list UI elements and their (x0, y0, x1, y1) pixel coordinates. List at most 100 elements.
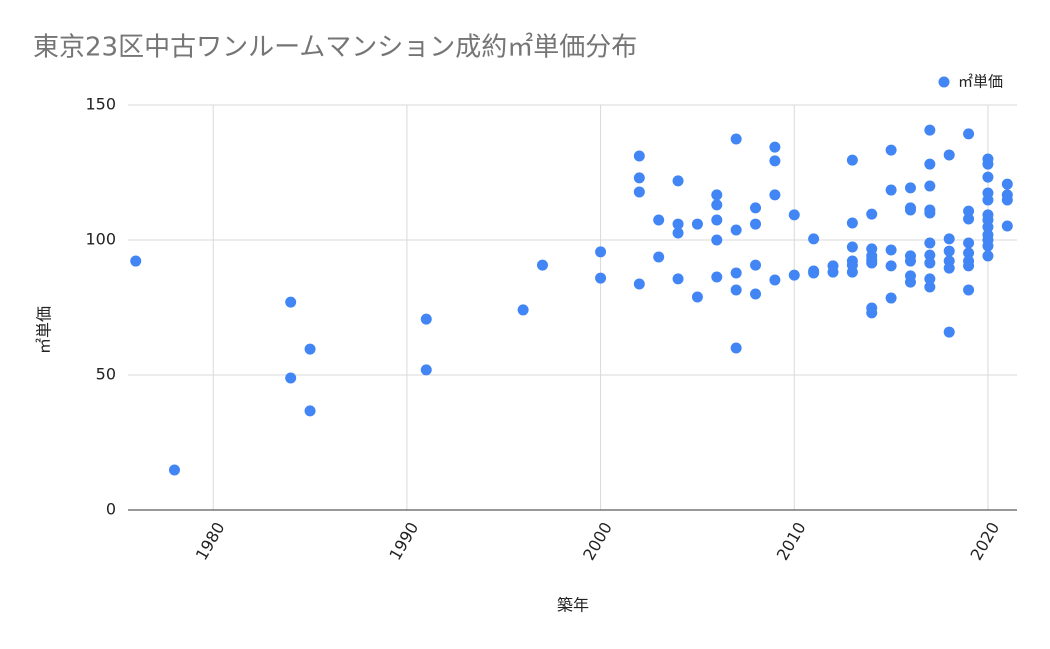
point (963, 213, 975, 225)
point (788, 269, 800, 281)
point (963, 128, 975, 140)
point (885, 244, 897, 256)
point (904, 276, 916, 288)
point (963, 260, 975, 272)
point (846, 266, 858, 278)
point (808, 267, 820, 279)
point (982, 158, 994, 170)
point (285, 296, 297, 308)
point (633, 172, 645, 184)
x-tick-label: 2010 (773, 519, 810, 564)
point (982, 171, 994, 183)
point (595, 272, 607, 284)
point (750, 218, 762, 230)
y-tick-label: 150 (85, 95, 116, 114)
point (866, 257, 878, 269)
legend-marker (938, 76, 950, 88)
point (866, 307, 878, 319)
point (517, 304, 529, 316)
point (1001, 220, 1013, 232)
point (885, 260, 897, 272)
point (420, 313, 432, 325)
point (827, 266, 839, 278)
y-axis-title: ㎡単価 (35, 306, 54, 354)
point (769, 274, 781, 286)
point (924, 237, 936, 249)
point (788, 209, 800, 221)
point (711, 214, 723, 226)
point (285, 372, 297, 384)
point (1001, 178, 1013, 190)
point (730, 133, 742, 145)
point (885, 144, 897, 156)
point (924, 207, 936, 219)
point (691, 291, 703, 303)
y-tick-label: 50 (96, 365, 116, 384)
point (924, 281, 936, 293)
point (1001, 194, 1013, 206)
point (653, 251, 665, 263)
point (730, 342, 742, 354)
point (866, 208, 878, 220)
point (885, 184, 897, 196)
point (730, 267, 742, 279)
point (633, 278, 645, 290)
x-axis-title: 築年 (557, 596, 589, 615)
point (808, 233, 820, 245)
point (904, 204, 916, 216)
point (885, 292, 897, 304)
point (924, 124, 936, 136)
point (904, 182, 916, 194)
point (963, 247, 975, 259)
x-tick-label: 1990 (385, 519, 422, 564)
point (904, 255, 916, 267)
point (943, 262, 955, 274)
point (750, 259, 762, 271)
point (168, 464, 180, 476)
point (943, 233, 955, 245)
legend-label: ㎡単価 (958, 73, 1003, 91)
point (536, 259, 548, 271)
point (963, 237, 975, 249)
point (963, 284, 975, 296)
y-tick-label: 100 (85, 230, 116, 249)
point (750, 288, 762, 300)
point (730, 224, 742, 236)
point (672, 227, 684, 239)
point (924, 257, 936, 269)
y-tick-label: 0 (106, 500, 116, 519)
point (943, 326, 955, 338)
point (769, 155, 781, 167)
point (711, 189, 723, 201)
point (963, 205, 975, 217)
point (304, 405, 316, 417)
point (769, 141, 781, 153)
point (130, 255, 142, 267)
point (653, 214, 665, 226)
point (846, 217, 858, 229)
point (672, 175, 684, 187)
point (750, 202, 762, 214)
point (691, 218, 703, 230)
point (924, 158, 936, 170)
point (846, 154, 858, 166)
point (420, 364, 432, 376)
point (304, 343, 316, 355)
chart-title: 東京23区中古ワンルームマンション成約㎡単価分布 (33, 33, 637, 63)
point (982, 240, 994, 252)
point (943, 245, 955, 257)
point (846, 241, 858, 253)
point (982, 194, 994, 206)
point (595, 246, 607, 258)
point (672, 218, 684, 230)
point (633, 150, 645, 162)
point (924, 273, 936, 285)
point (943, 149, 955, 161)
point (769, 189, 781, 201)
point (711, 199, 723, 211)
point (982, 221, 994, 233)
point (633, 186, 645, 198)
point (672, 273, 684, 285)
point (711, 271, 723, 283)
